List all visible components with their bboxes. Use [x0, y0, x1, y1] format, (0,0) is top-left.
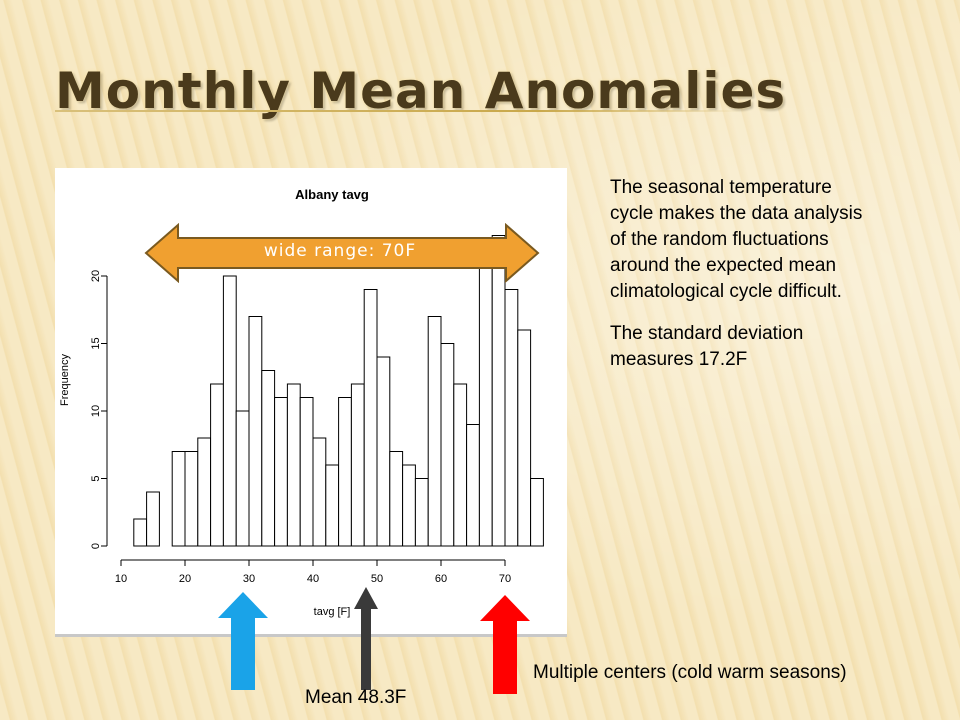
- y-tick-label: 5: [90, 475, 102, 481]
- histogram-bar: [466, 424, 480, 547]
- histogram-bar: [312, 437, 327, 547]
- histogram-bar: [402, 464, 416, 547]
- histogram-chart: 10 20 30 40 50 60 70 0 5 10 15 20 Albany tavg tavg …: [55, 168, 567, 637]
- histogram-bar: [197, 437, 212, 547]
- description-paragraph-1: The seasonal temperature cycle makes the…: [610, 177, 863, 302]
- mean-arrow: [354, 587, 379, 690]
- y-axis-label: Frequency: [59, 354, 71, 406]
- x-tick-label: 30: [243, 573, 255, 585]
- histogram-bar: [171, 451, 186, 547]
- histogram-bar: [146, 491, 160, 547]
- up-arrow-icon: [354, 587, 379, 690]
- description-text: The seasonal temperature cycle makes the…: [610, 175, 870, 389]
- histogram-bar: [440, 343, 455, 547]
- histogram-bar: [389, 451, 404, 547]
- histogram-bar: [517, 329, 532, 547]
- histogram-bar: [286, 383, 301, 547]
- centers-caption: Multiple centers (cold warm seasons): [533, 662, 847, 683]
- range-double-arrow: [144, 223, 540, 283]
- x-tick-label: 10: [115, 573, 127, 585]
- x-tick-label: 40: [307, 573, 319, 585]
- histogram-bar: [453, 383, 468, 547]
- title-underline: [55, 110, 745, 112]
- histogram-bar: [184, 451, 199, 547]
- histogram-bar: [376, 356, 391, 547]
- histogram-bar: [504, 289, 519, 547]
- histogram-bar: [248, 316, 263, 547]
- histogram-bar: [427, 316, 442, 547]
- warm-season-arrow: [480, 595, 530, 694]
- x-axis-label: tavg [F]: [314, 606, 351, 618]
- histogram-bar: [133, 518, 148, 547]
- up-arrow-icon: [480, 595, 530, 694]
- axes-group: 10 20 30 40 50 60 70 0 5 10 15 20: [90, 270, 511, 585]
- x-tick-label: 20: [179, 573, 191, 585]
- histogram-bar: [414, 478, 429, 547]
- histogram-bar: [210, 383, 224, 547]
- double-arrow-icon: [144, 223, 540, 283]
- y-tick-label: 10: [90, 405, 102, 417]
- histogram-svg: 10 20 30 40 50 60 70 0 5 10 15 20 Albany tavg tavg …: [59, 187, 544, 618]
- histogram-bar: [350, 383, 365, 547]
- x-tick-label: 60: [435, 573, 447, 585]
- histogram-bar: [530, 478, 544, 547]
- histogram-bar: [478, 248, 493, 547]
- histogram-bar: [222, 275, 237, 547]
- x-tick-label: 50: [371, 573, 383, 585]
- histogram-bar: [235, 410, 250, 547]
- bars-group: [133, 235, 544, 547]
- y-tick-label: 15: [90, 337, 102, 349]
- y-tick-label: 20: [90, 270, 102, 282]
- cold-season-arrow: [217, 592, 268, 690]
- mean-caption: Mean 48.3F: [305, 687, 407, 708]
- y-tick-label: 0: [90, 543, 102, 549]
- up-arrow-icon: [217, 592, 268, 690]
- chart-title: Albany tavg: [295, 187, 369, 202]
- description-paragraph-2: The standard deviation measures 17.2F: [610, 323, 804, 370]
- histogram-bar: [274, 397, 288, 547]
- histogram-bar: [338, 397, 352, 547]
- histogram-bar: [363, 289, 378, 547]
- histogram-bar: [261, 370, 276, 547]
- x-tick-label: 70: [499, 573, 511, 585]
- range-label: wide range: 70F: [263, 241, 417, 261]
- histogram-bar: [299, 397, 314, 547]
- histogram-bar: [325, 464, 340, 547]
